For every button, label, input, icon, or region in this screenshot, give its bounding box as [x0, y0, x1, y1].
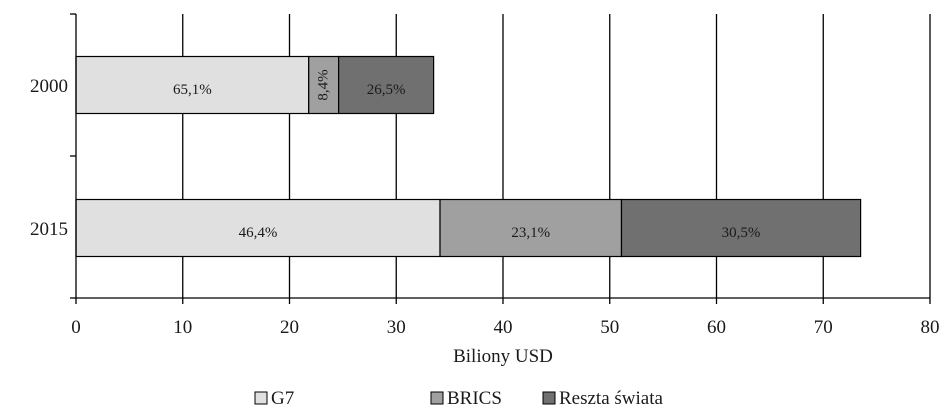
bar-layer: 65,1% 8,4% 26,5% 46,4% 23,1% 30,5% [75, 55, 862, 258]
bar-segment [620, 198, 862, 258]
x-tick-label: 70 [814, 317, 833, 338]
x-axis-title: Biliony USD [453, 346, 553, 367]
category-label: 2000 [30, 76, 68, 97]
legend-swatch [254, 391, 268, 405]
legend-swatch [430, 391, 444, 405]
data-label: 8,4% [316, 69, 332, 100]
data-label: 65,1% [173, 82, 212, 98]
x-tick-label: 60 [707, 317, 726, 338]
data-label: 30,5% [722, 225, 761, 241]
x-tick-label: 40 [494, 317, 513, 338]
bar-segment [308, 55, 340, 115]
x-tick-label: 20 [280, 317, 299, 338]
x-tick-label: 10 [173, 317, 192, 338]
legend-label: BRICS [447, 388, 502, 409]
x-tick-label: 80 [921, 317, 940, 338]
bar-segment [338, 55, 435, 115]
legend: G7 BRICS Reszta świata [254, 388, 664, 409]
legend-label: G7 [271, 388, 294, 409]
legend-label: Reszta świata [559, 388, 664, 409]
data-label: 46,4% [239, 225, 278, 241]
data-label: 26,5% [367, 82, 406, 98]
axis-layer: 2000 2015 0 10 20 30 40 50 60 70 80 [30, 13, 940, 338]
category-label: 2015 [30, 219, 68, 240]
x-tick-label: 50 [600, 317, 619, 338]
x-tick-label: 0 [71, 317, 81, 338]
x-tick-label: 30 [387, 317, 406, 338]
data-label: 23,1% [511, 225, 550, 241]
legend-swatch [542, 391, 556, 405]
